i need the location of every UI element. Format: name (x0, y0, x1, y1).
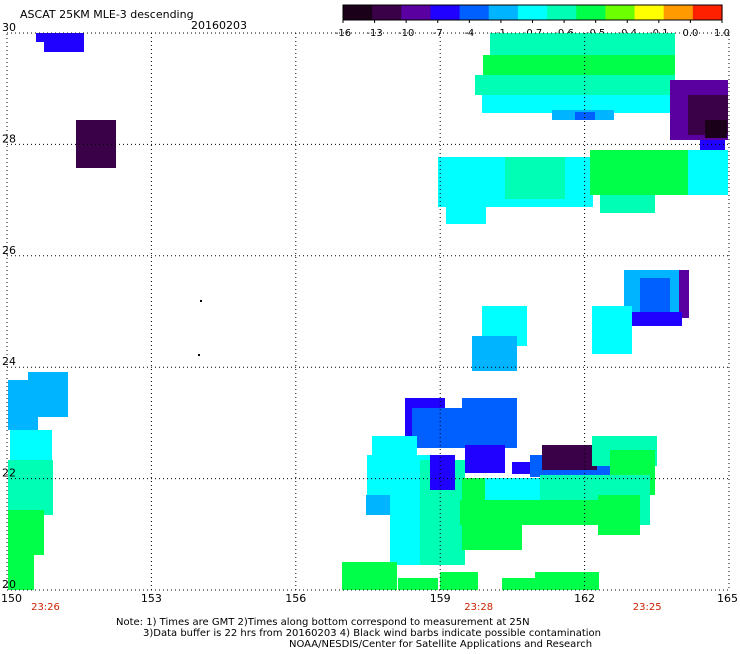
colorbar-label: -7 (433, 28, 443, 39)
map-title: ASCAT 25KM MLE-3 descending (20, 8, 194, 21)
colorbar-swatch (401, 5, 432, 20)
colorbar-label: 0.0 (682, 28, 698, 39)
latitude-labels: 30 28 26 24 22 20 (2, 21, 16, 591)
longitude-label: 153 (141, 592, 162, 605)
swath-cell (502, 578, 537, 590)
colorbar-legend: -16-13-10-7-4-1-0.7-0.6-0.5-0.4-0.10.01.… (335, 4, 730, 39)
note-line-2: 3)Data buffer is 22 hrs from 20160203 4)… (143, 628, 601, 639)
swath-cell (36, 33, 84, 42)
colorbar-label: -4 (464, 28, 474, 39)
swath-cell (10, 430, 52, 460)
latitude-label: 30 (2, 21, 16, 34)
longitude-label: 159 (430, 592, 451, 605)
colorbar-label: -10 (398, 28, 414, 39)
swath-cell (490, 33, 675, 55)
colorbar-swatch (488, 5, 519, 20)
swath-cell (542, 445, 597, 470)
colorbar-label: 1.0 (714, 28, 730, 39)
swath-cell (430, 455, 455, 490)
wind-barb-marker (198, 354, 200, 356)
latitude-label: 26 (2, 244, 16, 257)
swath-cell (640, 278, 670, 316)
swath-cell (462, 398, 517, 448)
swath-cell (632, 312, 682, 326)
swath-cell (465, 445, 505, 473)
latitude-label: 28 (2, 132, 16, 145)
swath-cell (412, 408, 462, 448)
time-labels: 23:26 23:28 23:25 (31, 602, 661, 613)
swath-cell (460, 500, 640, 525)
swath-cell (8, 555, 34, 590)
swath-cell (446, 200, 486, 224)
swath-data-layer (8, 33, 728, 590)
swath-cell (483, 55, 675, 75)
swath-cell (398, 578, 438, 590)
colorbar-swatch (547, 5, 577, 20)
swath-cell (679, 270, 689, 318)
swath-cell (688, 150, 728, 195)
note-line-1: Note: 1) Times are GMT 2)Times along bot… (116, 617, 530, 628)
note-line-3: NOAA/NESDIS/Center for Satellite Applica… (289, 639, 593, 650)
latitude-label: 24 (2, 355, 16, 368)
colorbar-swatch (459, 5, 490, 20)
swath-cell (590, 150, 690, 195)
colorbar-swatch (517, 5, 548, 20)
swath-cell (472, 336, 517, 371)
latitude-label: 20 (2, 578, 16, 591)
swath-cell (8, 510, 44, 555)
swath-cell (592, 306, 632, 354)
time-label: 23:26 (31, 602, 60, 613)
colorbar-swatch (634, 5, 665, 20)
swath-cell (342, 562, 397, 590)
time-label: 23:25 (633, 602, 662, 613)
map-date: 20160203 (191, 19, 247, 32)
colorbar-label: -13 (366, 28, 382, 39)
longitude-label: 162 (574, 592, 595, 605)
swath-cell (482, 95, 672, 113)
colorbar-swatch (663, 5, 694, 20)
swath-cell (505, 157, 565, 199)
latitude-label: 22 (2, 467, 16, 480)
swath-cell (8, 380, 38, 430)
longitude-label: 150 (1, 592, 22, 605)
swath-cell (475, 75, 675, 95)
lat-lon-grid (6, 32, 730, 591)
colorbar-swatch (692, 5, 723, 20)
colorbar-swatch (605, 5, 636, 20)
longitude-label: 156 (285, 592, 306, 605)
colorbar-swatch (576, 5, 606, 20)
wind-barb-marker (200, 300, 202, 302)
colorbar-swatch (343, 5, 373, 20)
swath-cell (535, 572, 599, 590)
colorbar-swatch (430, 5, 461, 20)
longitude-labels: 150 153 156 159 162 165 (1, 592, 738, 605)
colorbar-swatch (372, 5, 402, 20)
swath-cell (440, 572, 478, 590)
map-frame (6, 32, 730, 591)
longitude-label: 165 (717, 592, 738, 605)
time-label: 23:28 (464, 602, 493, 613)
swath-cell (705, 120, 727, 138)
swath-cell (8, 460, 53, 515)
swath-cell (600, 195, 655, 213)
swath-cell (44, 42, 84, 52)
swath-cell (575, 112, 595, 120)
